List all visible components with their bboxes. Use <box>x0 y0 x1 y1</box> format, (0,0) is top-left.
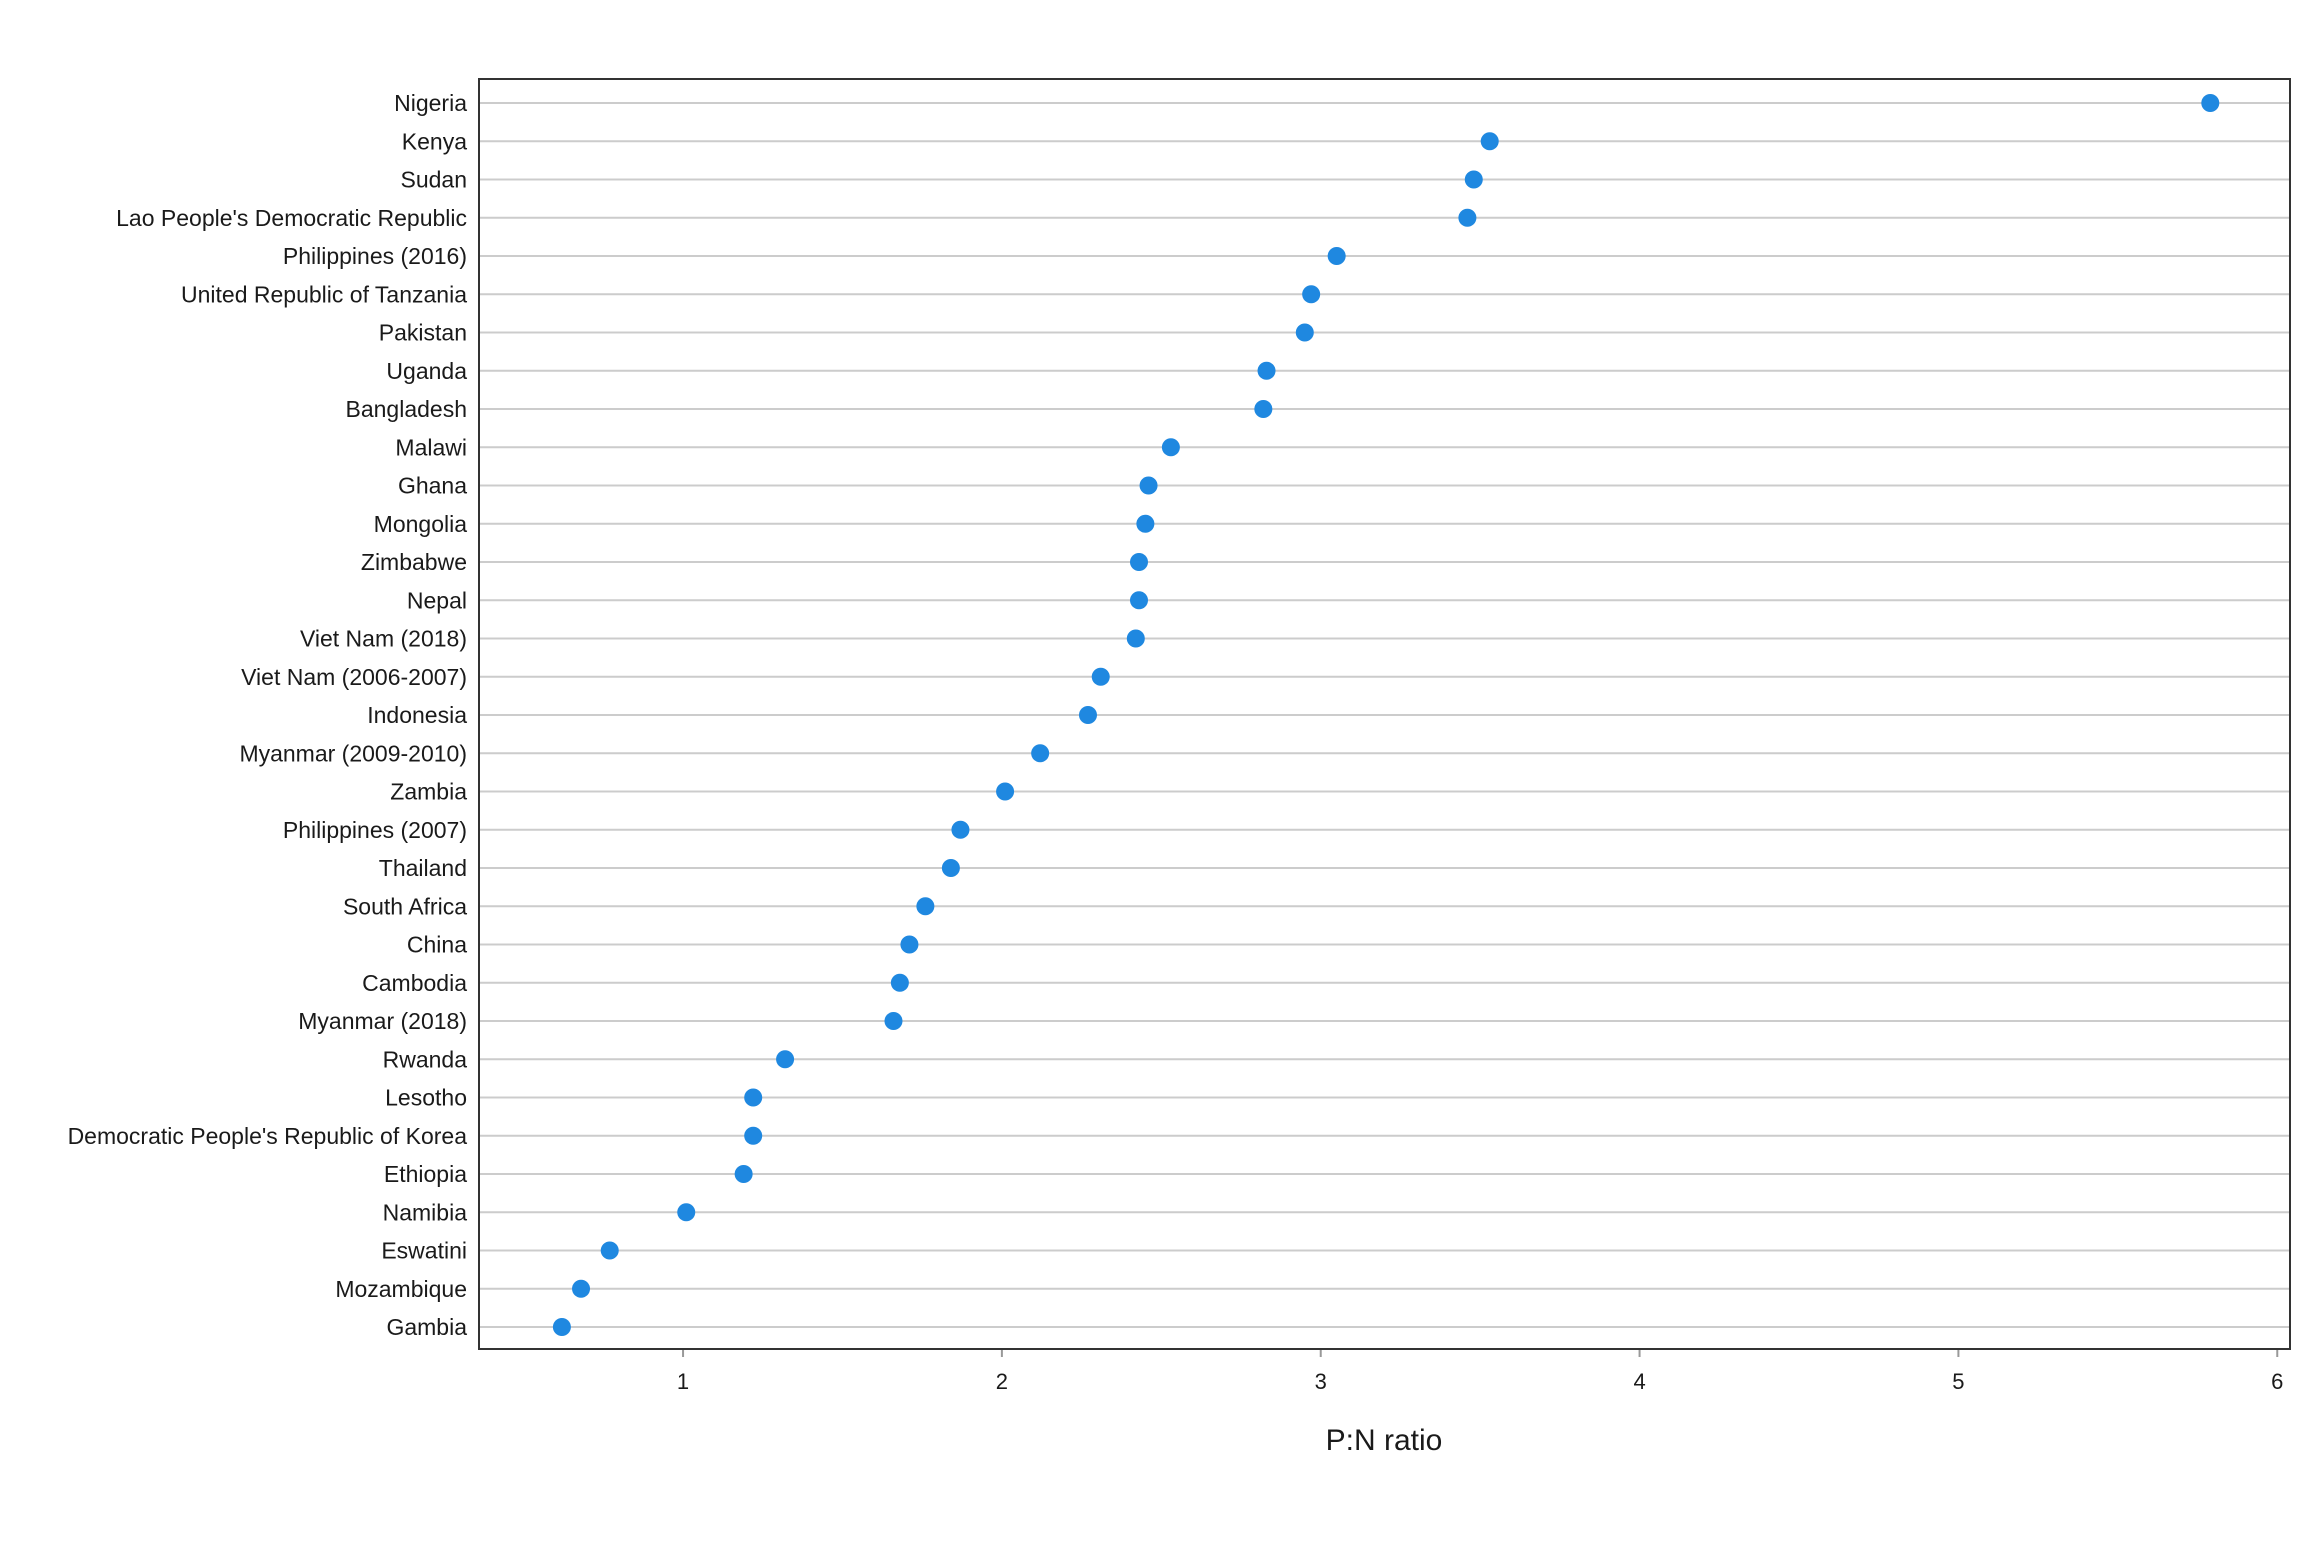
plot-frame <box>478 78 2291 1350</box>
x-axis-title: P:N ratio <box>1326 1424 1443 1457</box>
y-tick-label: China <box>407 932 467 958</box>
y-tick-label: Uganda <box>386 358 467 384</box>
y-tick-label: Viet Nam (2006-2007) <box>241 664 467 690</box>
data-point <box>744 1088 763 1107</box>
y-tick-label: Bangladesh <box>346 396 468 422</box>
data-point <box>1458 208 1477 227</box>
data-point <box>1464 170 1483 189</box>
y-tick-label: Myanmar (2009-2010) <box>239 740 467 766</box>
y-tick-label: Cambodia <box>362 970 467 996</box>
data-point <box>941 859 960 877</box>
data-point <box>890 973 909 992</box>
y-tick-label: Ghana <box>398 473 467 499</box>
data-point <box>1031 744 1050 763</box>
y-tick-label: Gambia <box>386 1314 467 1340</box>
y-tick-label: Thailand <box>379 855 467 881</box>
data-point <box>1129 591 1148 610</box>
data-point <box>1078 706 1097 724</box>
data-point <box>1126 629 1145 648</box>
x-axis-ticks: 1 2 3 4 5 6 <box>677 1349 2283 1394</box>
data-point <box>996 782 1015 801</box>
data-point <box>884 1012 903 1030</box>
y-tick-label: Eswatini <box>381 1238 467 1264</box>
y-tick-label: Myanmar (2018) <box>298 1008 467 1034</box>
data-point <box>1295 323 1314 342</box>
y-tick-label: Mozambique <box>335 1276 467 1302</box>
data-point <box>916 897 935 916</box>
y-tick-label: Lesotho <box>385 1085 467 1111</box>
data-point <box>776 1050 795 1069</box>
data-point <box>1480 132 1499 151</box>
y-tick-label: Indonesia <box>367 702 467 728</box>
data-point <box>2201 94 2220 112</box>
data-point <box>552 1318 571 1336</box>
data-points <box>552 94 2220 1336</box>
x-tick-label: 6 <box>2271 1369 2283 1394</box>
x-tick-label: 3 <box>1315 1369 1327 1394</box>
data-point <box>1302 285 1321 304</box>
y-tick-label: Mongolia <box>374 511 468 537</box>
y-tick-label: Viet Nam (2018) <box>300 626 467 652</box>
y-tick-label: United Republic of Tanzania <box>181 281 467 307</box>
y-tick-label: Malawi <box>395 434 467 460</box>
x-tick-label: 2 <box>996 1369 1008 1394</box>
x-tick-label: 4 <box>1633 1369 1645 1394</box>
data-point <box>600 1241 619 1260</box>
y-tick-label: Philippines (2016) <box>283 243 467 269</box>
y-tick-label: South Africa <box>343 893 467 919</box>
data-point <box>572 1279 591 1298</box>
y-axis-labels: Nigeria Kenya Sudan Lao People's Democratic… <box>68 90 468 1340</box>
data-point <box>1254 400 1273 418</box>
y-tick-label: Lao People's Democratic Republic <box>116 205 467 231</box>
data-point <box>1327 247 1346 265</box>
gridlines <box>479 102 2290 1328</box>
y-tick-label: Zimbabwe <box>361 549 467 575</box>
y-tick-label: Zambia <box>390 779 467 805</box>
data-point <box>951 820 970 839</box>
x-tick-label: 1 <box>677 1369 689 1394</box>
data-point <box>1129 553 1148 571</box>
y-tick-label: Pakistan <box>379 320 467 346</box>
data-point <box>744 1126 763 1145</box>
y-tick-label: Nepal <box>407 587 467 613</box>
y-tick-label: Democratic People's Republic of Korea <box>68 1123 468 1149</box>
data-point <box>1136 514 1155 533</box>
data-point <box>1257 361 1276 380</box>
y-tick-label: Kenya <box>402 128 467 154</box>
y-tick-label: Nigeria <box>394 90 467 116</box>
data-point <box>1139 476 1158 495</box>
data-point <box>1091 667 1110 686</box>
data-point <box>734 1165 753 1183</box>
y-tick-label: Ethiopia <box>384 1161 467 1187</box>
y-tick-label: Philippines (2007) <box>283 817 467 843</box>
y-tick-label: Namibia <box>383 1199 468 1225</box>
data-point <box>900 935 919 954</box>
data-point <box>677 1203 696 1222</box>
data-point <box>1161 438 1180 457</box>
y-tick-label: Sudan <box>400 167 467 193</box>
y-tick-label: Rwanda <box>383 1046 468 1072</box>
x-tick-label: 5 <box>1952 1369 1964 1394</box>
